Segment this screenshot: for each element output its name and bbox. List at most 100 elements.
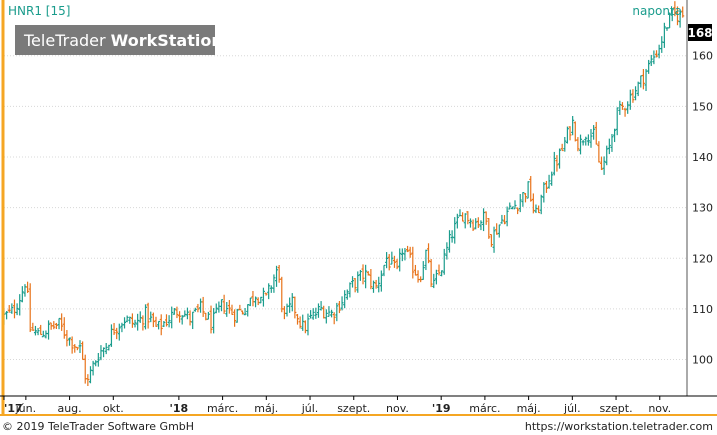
ohlc-bar — [298, 316, 302, 329]
ohlc-bar — [484, 211, 488, 225]
ohlc-bar — [613, 128, 617, 143]
ohlc-bar — [628, 89, 632, 110]
ohlc-bar — [144, 304, 148, 330]
x-tick-label: jún. — [15, 402, 37, 415]
ohlc-bar — [130, 313, 134, 328]
ohlc-bar — [631, 89, 635, 103]
ohlc-bar — [335, 302, 339, 322]
ohlc-bar — [314, 307, 318, 319]
ohlc-bar — [366, 271, 370, 276]
ohlc-bar — [175, 306, 179, 319]
ohlc-bar — [227, 300, 231, 314]
ohlc-bar — [353, 278, 357, 293]
ohlc-bar — [222, 294, 226, 314]
x-tick-label: márc. — [469, 402, 500, 415]
ohlc-bar — [91, 360, 95, 376]
ohlc-bar — [36, 327, 40, 336]
ohlc-bar — [571, 115, 575, 136]
ohlc-bar — [555, 155, 559, 172]
ohlc-bar — [225, 301, 229, 317]
symbol-label[interactable]: HNR1 [15] — [8, 4, 70, 18]
y-tick-label: 130 — [692, 202, 713, 215]
ohlc-bar — [649, 54, 653, 66]
ohlc-bar — [387, 254, 391, 271]
x-tick-label: szept. — [600, 402, 633, 415]
ohlc-bar — [634, 86, 638, 101]
ohlc-bar — [568, 126, 572, 141]
x-tick-label: nov. — [648, 402, 671, 415]
ohlc-bar — [620, 102, 624, 110]
ohlc-bar — [361, 264, 365, 285]
ohlc-bar — [275, 265, 279, 287]
ohlc-bar — [154, 316, 158, 327]
logo-text-regular: TeleTrader — [23, 31, 111, 50]
ohlc-bar — [267, 283, 271, 300]
ohlc-bar — [508, 202, 512, 210]
period-label[interactable]: naponta — [632, 4, 682, 18]
logo-text-bold: WorkStation — [111, 31, 223, 50]
ohlc-bar — [390, 251, 394, 265]
ohlc-bar — [599, 156, 603, 171]
ohlc-bar — [623, 107, 627, 117]
ohlc-bar — [471, 219, 475, 232]
ohlc-bar — [647, 59, 651, 74]
ohlc-bar — [408, 246, 412, 258]
y-tick-label: 120 — [692, 252, 713, 265]
ohlc-bar — [662, 22, 666, 48]
ohlc-bar — [191, 311, 195, 330]
last-price-marker: 168 — [687, 24, 713, 41]
ohlc-bar — [565, 126, 569, 144]
ohlc-bar — [167, 315, 171, 328]
x-tick-label: máj. — [254, 402, 278, 415]
ohlc-bar — [550, 171, 554, 186]
ohlc-bar — [581, 139, 585, 146]
ohlc-bar — [348, 282, 352, 298]
x-tick-label: júl. — [563, 402, 581, 415]
x-tick-label: júl. — [301, 402, 319, 415]
ohlc-bar — [497, 224, 501, 238]
source-url[interactable]: https://workstation.teletrader.com — [525, 420, 713, 433]
ohlc-bar — [96, 353, 100, 367]
ohlc-bar — [400, 248, 404, 262]
ohlc-bars — [2, 1, 685, 387]
x-tick-label: '19 — [432, 402, 451, 415]
ohlc-bar — [28, 283, 32, 333]
x-tick-label: aug. — [57, 402, 81, 415]
ohlc-bar — [128, 316, 132, 324]
ohlc-bar — [288, 297, 292, 313]
ohlc-bar — [641, 68, 645, 90]
ohlc-bar — [678, 10, 682, 28]
ohlc-bar — [447, 230, 451, 253]
ohlc-bar — [607, 138, 611, 155]
ohlc-bar — [466, 211, 470, 225]
x-tick-label: nov. — [386, 402, 409, 415]
ohlc-bar — [193, 307, 197, 312]
ohlc-bar — [264, 292, 268, 296]
ohlc-bar — [60, 313, 64, 331]
ohlc-bar — [560, 143, 564, 152]
ohlc-bar — [356, 271, 360, 293]
ohlc-bar — [358, 269, 362, 281]
ohlc-bar — [248, 297, 252, 307]
ohlc-bar — [212, 308, 216, 334]
ohlc-bar — [54, 322, 58, 330]
ohlc-bar — [406, 245, 410, 253]
ohlc-bar — [385, 252, 389, 269]
ohlc-bar — [293, 296, 297, 319]
ohlc-bar — [78, 340, 82, 353]
ohlc-bar — [316, 303, 320, 318]
ohlc-bar — [395, 258, 399, 270]
ohlc-bar — [668, 12, 672, 29]
ohlc-bar — [523, 193, 527, 203]
ohlc-bar — [440, 270, 444, 277]
ohlc-bar — [681, 6, 685, 18]
ohlc-bar — [201, 296, 205, 317]
ohlc-bar — [146, 302, 150, 329]
logo-watermark: TeleTrader WorkStation — [15, 25, 223, 55]
ohlc-bar — [117, 323, 121, 341]
ohlc-bar — [442, 248, 446, 275]
ohlc-bar — [434, 269, 438, 285]
ohlc-bar — [403, 247, 407, 261]
ohlc-bar — [576, 137, 580, 152]
ohlc-bar — [172, 307, 176, 315]
